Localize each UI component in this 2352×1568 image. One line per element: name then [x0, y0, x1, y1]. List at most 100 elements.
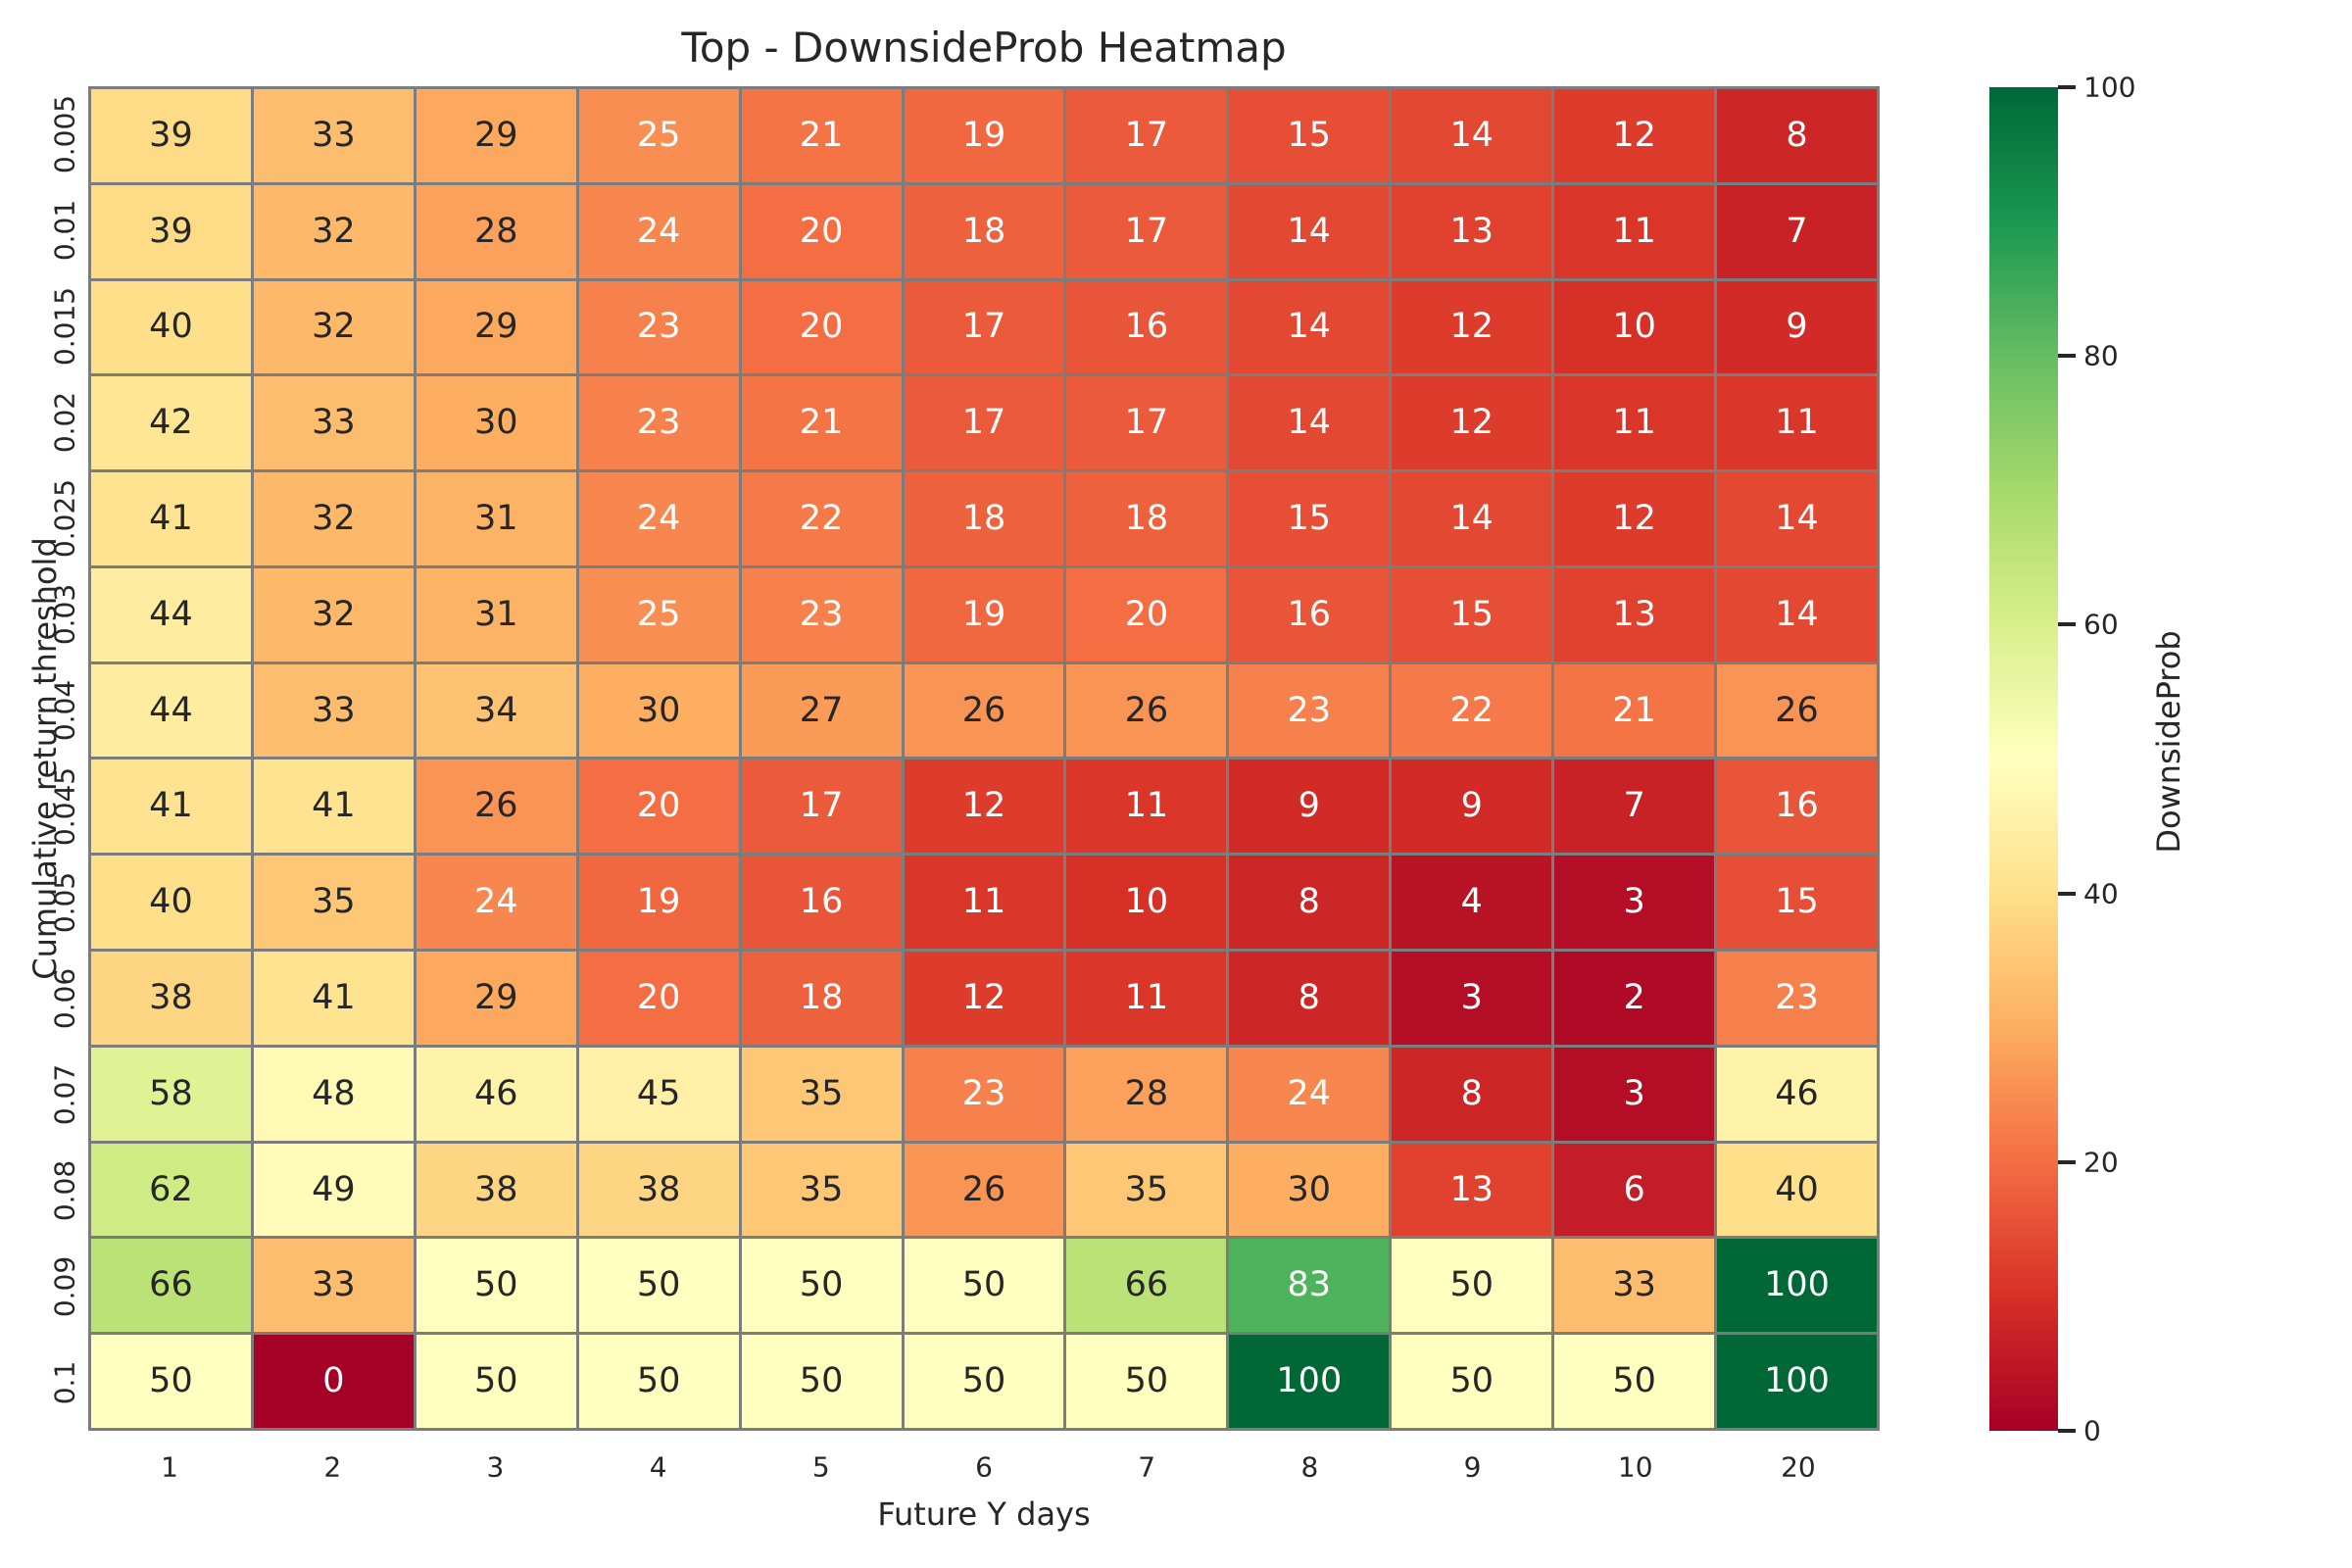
colorbar-tick-label: 40	[2083, 877, 2119, 910]
heatmap-cell: 23	[578, 376, 739, 470]
heatmap-cell: 40	[91, 280, 251, 374]
heatmap-cell: 32	[253, 280, 414, 374]
heatmap-cell: 26	[904, 663, 1064, 758]
heatmap-cell: 15	[1229, 89, 1390, 182]
heatmap-cell: 23	[1229, 663, 1390, 758]
heatmap-cell: 18	[1066, 472, 1227, 565]
heatmap-cell: 33	[253, 89, 414, 182]
heatmap-cell: 35	[741, 1047, 902, 1141]
heatmap-cell: 41	[91, 472, 251, 565]
heatmap-cell: 50	[578, 1239, 739, 1333]
heatmap-cell: 20	[578, 760, 739, 854]
heatmap-cell: 49	[253, 1143, 414, 1237]
heatmap-cell: 21	[741, 89, 902, 182]
x-tick-label: 8	[1300, 1450, 1319, 1484]
heatmap-cell: 35	[1066, 1143, 1227, 1237]
heatmap-cell: 66	[1066, 1239, 1227, 1333]
heatmap-cell: 50	[416, 1335, 576, 1428]
y-tick-label: 0.09	[48, 1255, 81, 1318]
y-tick-label: 0.07	[48, 1063, 81, 1126]
heatmap-cell: 50	[1554, 1335, 1715, 1428]
heatmap-cell: 50	[741, 1335, 902, 1428]
colorbar-tick-mark	[2058, 1159, 2076, 1164]
heatmap-cell: 35	[253, 856, 414, 950]
heatmap-cell: 44	[91, 567, 251, 662]
colorbar-tick-mark	[2058, 354, 2076, 359]
x-tick-label: 9	[1463, 1450, 1482, 1484]
heatmap-cell: 66	[91, 1239, 251, 1333]
colorbar-label: DownsideProb	[2150, 630, 2187, 854]
chart-title: Top - DownsideProb Heatmap	[681, 24, 1287, 72]
colorbar-tick-mark	[2058, 622, 2076, 627]
heatmap-cell: 33	[253, 663, 414, 758]
y-tick-label: 0.02	[48, 391, 81, 454]
heatmap-cell: 40	[1717, 1143, 1877, 1237]
heatmap-cell: 39	[91, 184, 251, 278]
heatmap-cell: 19	[578, 856, 739, 950]
heatmap-cell: 7	[1717, 184, 1877, 278]
heatmap-cell: 16	[741, 856, 902, 950]
colorbar-tick-label: 60	[2083, 608, 2119, 641]
heatmap-cell: 83	[1229, 1239, 1390, 1333]
heatmap-cell: 24	[578, 184, 739, 278]
heatmap-cell: 100	[1717, 1239, 1877, 1333]
heatmap-cell: 12	[904, 952, 1064, 1045]
heatmap-cell: 26	[1717, 663, 1877, 758]
heatmap-cell: 100	[1229, 1335, 1390, 1428]
heatmap-cell: 24	[1229, 1047, 1390, 1141]
heatmap-cell: 39	[91, 89, 251, 182]
heatmap-cell: 50	[1392, 1335, 1552, 1428]
y-tick-label: 0.005	[48, 94, 81, 174]
heatmap-cell: 15	[1392, 567, 1552, 662]
heatmap-cell: 50	[91, 1335, 251, 1428]
heatmap-cell: 46	[1717, 1047, 1877, 1141]
y-tick-label: 0.1	[48, 1360, 81, 1405]
heatmap-cell: 30	[1229, 1143, 1390, 1237]
heatmap-cell: 58	[91, 1047, 251, 1141]
heatmap-cell: 26	[904, 1143, 1064, 1237]
heatmap-cell: 100	[1717, 1335, 1877, 1428]
heatmap-cell: 50	[1066, 1335, 1227, 1428]
heatmap-cell: 38	[578, 1143, 739, 1237]
heatmap-cell: 4	[1392, 856, 1552, 950]
heatmap-cell: 14	[1229, 280, 1390, 374]
heatmap-cell: 16	[1717, 760, 1877, 854]
heatmap-cell: 22	[741, 472, 902, 565]
heatmap-cell: 14	[1392, 472, 1552, 565]
heatmap-cell: 50	[904, 1335, 1064, 1428]
colorbar-tick-mark	[2058, 891, 2076, 896]
heatmap-cell: 50	[904, 1239, 1064, 1333]
heatmap-cell: 14	[1717, 567, 1877, 662]
heatmap-cell: 11	[1554, 184, 1715, 278]
heatmap-cell: 12	[1554, 89, 1715, 182]
y-tick-label: 0.015	[48, 286, 81, 367]
colorbar-tick-mark	[2058, 1429, 2076, 1433]
heatmap-cell: 17	[1066, 184, 1227, 278]
heatmap-cell: 31	[416, 472, 576, 565]
heatmap-cell: 50	[741, 1239, 902, 1333]
colorbar-tick-label: 20	[2083, 1146, 2119, 1179]
y-tick-label: 0.06	[48, 967, 81, 1030]
y-tick-label: 0.05	[48, 871, 81, 934]
heatmap-cell: 25	[578, 89, 739, 182]
heatmap-cell: 35	[741, 1143, 902, 1237]
heatmap-cell: 21	[741, 376, 902, 470]
heatmap-cell: 17	[1066, 376, 1227, 470]
heatmap-cell: 19	[904, 89, 1064, 182]
heatmap-cell: 38	[91, 952, 251, 1045]
heatmap-cell: 12	[1392, 376, 1552, 470]
heatmap-cell: 8	[1229, 856, 1390, 950]
heatmap-cell: 30	[578, 663, 739, 758]
heatmap-cell: 8	[1392, 1047, 1552, 1141]
heatmap-cell: 12	[904, 760, 1064, 854]
heatmap-cell: 48	[253, 1047, 414, 1141]
y-tick-label: 0.045	[48, 766, 81, 847]
heatmap-cell: 14	[1392, 89, 1552, 182]
heatmap-cell: 8	[1229, 952, 1390, 1045]
heatmap-cell: 22	[1392, 663, 1552, 758]
heatmap-cell: 9	[1229, 760, 1390, 854]
x-tick-label: 2	[323, 1450, 342, 1484]
x-tick-label: 4	[649, 1450, 667, 1484]
heatmap-cell: 23	[904, 1047, 1064, 1141]
y-tick-label: 0.025	[48, 478, 81, 559]
